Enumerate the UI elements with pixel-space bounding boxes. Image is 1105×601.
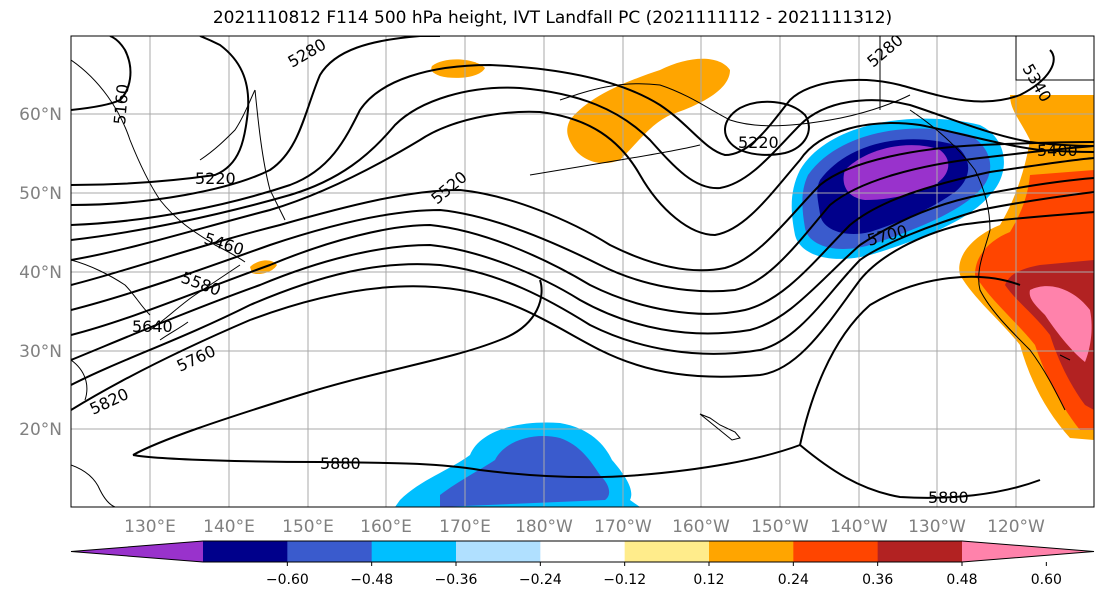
lon-tick-label: 160°E bbox=[360, 517, 412, 537]
colorbar-tick-label: −0.24 bbox=[519, 572, 562, 588]
lon-tick-label: 160°W bbox=[672, 517, 730, 537]
lon-tick-label: 130°E bbox=[124, 517, 176, 537]
lon-tick-labels: 130°E 140°E 150°E 160°E 170°E 180°W 170°… bbox=[124, 517, 1045, 537]
colorbar-tick-label: −0.12 bbox=[603, 572, 646, 588]
colorbar-tick-label: −0.36 bbox=[435, 572, 478, 588]
lon-tick-label: 170°W bbox=[594, 517, 652, 537]
lon-tick-label: 140°W bbox=[830, 517, 888, 537]
lon-tick-label: 120°W bbox=[987, 517, 1045, 537]
colorbar-segment bbox=[624, 541, 710, 562]
lat-tick-label: 30°N bbox=[19, 342, 62, 362]
gridlines bbox=[71, 36, 1094, 507]
colorbar-outline bbox=[70, 540, 1095, 563]
lat-tick-label: 20°N bbox=[19, 420, 62, 440]
colorbar-segment bbox=[203, 541, 288, 562]
colorbar: −0.60 −0.48 −0.36 −0.24 −0.12 0.12 0.24 0.36 0.4… bbox=[70, 540, 1095, 588]
lon-tick-label: 180°W bbox=[515, 517, 573, 537]
colorbar-segment bbox=[793, 541, 879, 562]
colorbar-segment bbox=[287, 541, 373, 562]
lon-tick-label: 150°W bbox=[751, 517, 809, 537]
colorbar-tick-label: −0.60 bbox=[266, 572, 309, 588]
colorbar-segment bbox=[371, 541, 457, 562]
contour-label: 5640 bbox=[132, 317, 173, 336]
contour-label: 5400 bbox=[1037, 141, 1078, 160]
map-title: 2021110812 F114 500 hPa height, IVT Land… bbox=[212, 8, 893, 28]
contour-label: 5220 bbox=[738, 133, 779, 152]
lon-tick-label: 140°E bbox=[203, 517, 255, 537]
colorbar-tick-label: 0.48 bbox=[946, 572, 977, 588]
lat-tick-labels: 60°N 50°N 40°N 30°N 20°N bbox=[19, 105, 62, 440]
colorbar-extend-max bbox=[962, 541, 1094, 562]
contour-label: 5220 bbox=[195, 169, 236, 188]
height-contours bbox=[71, 36, 1094, 499]
lon-tick-label: 170°E bbox=[439, 517, 491, 537]
colorbar-segment bbox=[540, 541, 626, 562]
lat-tick-label: 60°N bbox=[19, 105, 62, 125]
lat-tick-label: 40°N bbox=[19, 263, 62, 283]
lon-tick-label: 130°W bbox=[908, 517, 966, 537]
colorbar-tick-label: 0.60 bbox=[1031, 572, 1062, 588]
map-frame bbox=[70, 35, 1095, 508]
contour-label: 5880 bbox=[928, 488, 969, 507]
colorbar-tick-label: 0.36 bbox=[862, 572, 893, 588]
colorbar-tick-label: −0.48 bbox=[350, 572, 393, 588]
colorbar-tick-label: 0.12 bbox=[693, 572, 724, 588]
colorbar-segment bbox=[709, 541, 794, 562]
colorbar-segment bbox=[456, 541, 541, 562]
colorbar-extend-min bbox=[71, 541, 203, 562]
lon-tick-label: 150°E bbox=[282, 517, 334, 537]
map-area: 5160 5280 5220 5220 5280 5340 5400 5460 … bbox=[71, 36, 1094, 507]
lat-tick-label: 50°N bbox=[19, 184, 62, 204]
coastlines bbox=[71, 36, 1094, 507]
colorbar-tick-label: 0.24 bbox=[778, 572, 809, 588]
contour-label: 5880 bbox=[320, 454, 361, 473]
colorbar-segment bbox=[877, 541, 963, 562]
contour-label: 5160 bbox=[110, 83, 132, 125]
